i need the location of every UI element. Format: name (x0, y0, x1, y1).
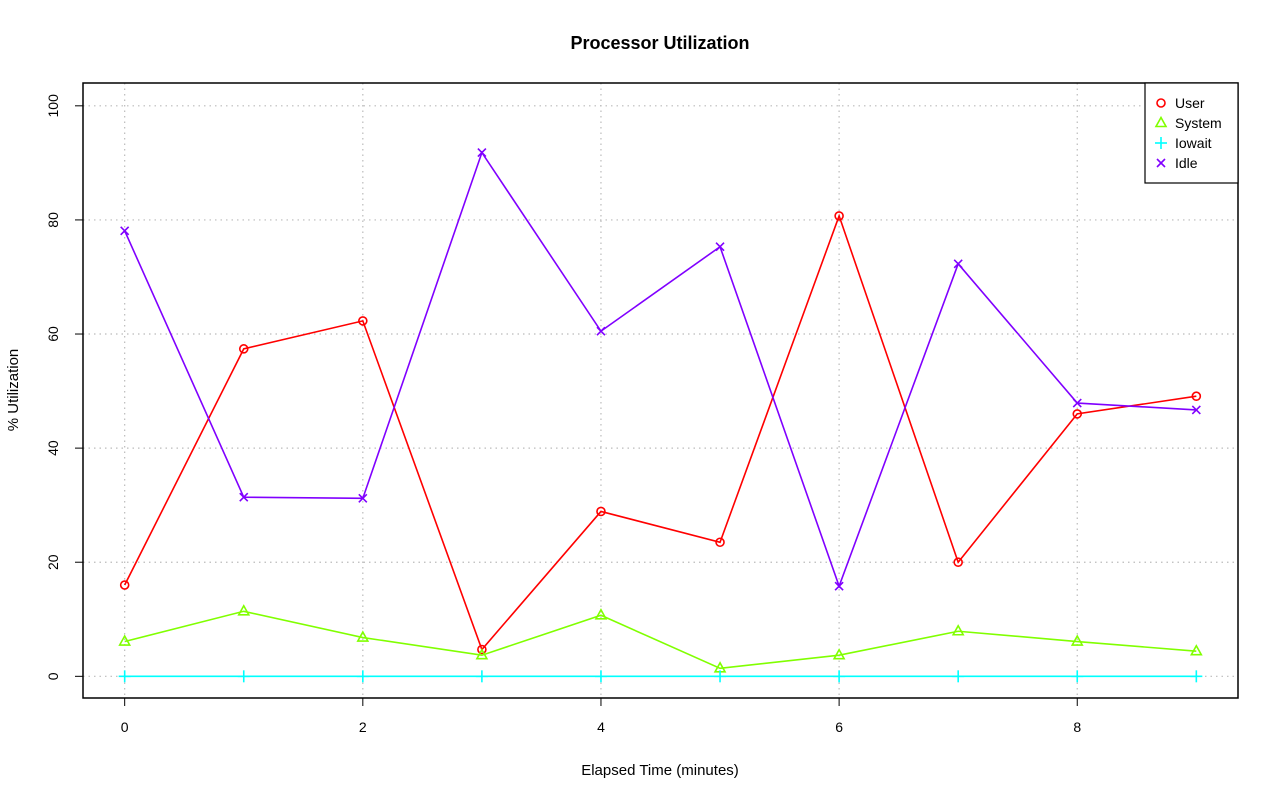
x-axis: 0 2 4 6 8 (121, 698, 1081, 735)
chart-title: Processor Utilization (570, 33, 749, 53)
marker-stroke (1156, 158, 1166, 168)
data-point (358, 316, 368, 326)
series-line-idle (123, 150, 1197, 589)
data-point (477, 644, 487, 655)
legend: User System Iowait Idle (1144, 82, 1239, 184)
data-point (1191, 391, 1202, 402)
data-point (1072, 398, 1082, 408)
x-tick-label: 6 (835, 719, 843, 735)
data-point (953, 259, 963, 269)
data-point (238, 344, 249, 354)
data-point (356, 670, 369, 683)
data-point (1190, 670, 1203, 683)
data-point (118, 634, 132, 646)
data-point (239, 492, 249, 502)
y-tick-label: 0 (45, 672, 61, 680)
data-point (1072, 409, 1083, 419)
legend-label-user: User (1175, 95, 1205, 111)
y-tick-label: 60 (45, 326, 61, 342)
data-point (1070, 634, 1084, 646)
series-line-user (123, 213, 1197, 652)
series-iowait (118, 670, 1203, 683)
data-point (834, 581, 844, 591)
series-idle (120, 148, 1201, 591)
legend-marker-idle (1156, 158, 1166, 168)
data-point (1071, 670, 1084, 683)
legend-marker-iowait (1155, 137, 1167, 149)
data-point (475, 670, 488, 683)
data-point (833, 670, 846, 683)
data-point (1191, 405, 1201, 415)
marker-stroke (953, 259, 963, 269)
data-point (834, 211, 844, 221)
x-tick-label: 0 (121, 719, 129, 735)
data-point (477, 148, 487, 158)
legend-marker-system (1154, 115, 1168, 128)
x-tick-label: 2 (359, 719, 367, 735)
series-group (118, 148, 1203, 683)
series-system (118, 604, 1203, 673)
data-point (596, 326, 606, 336)
plot-frame (82, 82, 1239, 699)
data-point (594, 608, 608, 620)
marker-stroke (477, 148, 487, 158)
data-point (358, 493, 368, 503)
legend-label-system: System (1175, 115, 1222, 131)
series-line-system (124, 610, 1197, 670)
data-point (952, 670, 965, 683)
marker-stroke (358, 493, 368, 503)
data-point (237, 670, 250, 683)
data-point (356, 630, 370, 642)
data-point (475, 648, 489, 660)
data-point (951, 624, 965, 636)
data-point (237, 604, 251, 616)
data-point (596, 506, 606, 517)
data-point (715, 537, 725, 548)
series-user (119, 211, 1202, 655)
grid (83, 83, 1238, 698)
marker-stroke (1072, 398, 1082, 408)
marker-stroke (715, 242, 725, 252)
y-axis-label: % Utilization (5, 349, 22, 432)
data-point (832, 648, 846, 660)
data-point (118, 670, 131, 683)
marker-stroke (1191, 405, 1201, 415)
marker-stroke (120, 226, 130, 236)
data-point (715, 242, 725, 252)
data-point (594, 670, 607, 683)
x-tick-label: 8 (1073, 719, 1081, 735)
legend-label-iowait: Iowait (1175, 135, 1212, 151)
x-tick-label: 4 (597, 719, 605, 735)
marker-stroke (239, 492, 249, 502)
data-point (119, 580, 130, 590)
data-point (953, 557, 963, 568)
data-point (120, 226, 130, 236)
y-tick-label: 20 (45, 554, 61, 570)
marker-stroke (596, 326, 606, 336)
data-point (1189, 644, 1203, 656)
legend-marker-user (1156, 98, 1166, 108)
y-axis: 0 20 40 60 80 100 (45, 94, 83, 680)
y-tick-label: 40 (45, 440, 61, 456)
legend-label-idle: Idle (1175, 155, 1198, 171)
y-tick-label: 100 (45, 94, 61, 118)
data-point (714, 670, 727, 683)
y-tick-label: 80 (45, 212, 61, 228)
x-axis-label: Elapsed Time (minutes) (581, 762, 739, 779)
marker-stroke (834, 581, 844, 591)
